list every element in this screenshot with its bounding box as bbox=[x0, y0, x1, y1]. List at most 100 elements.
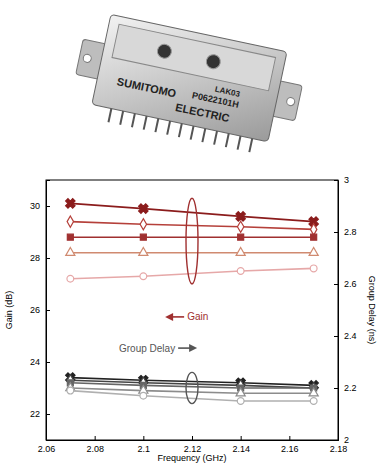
tick-label: 2.8 bbox=[344, 227, 357, 237]
tick-label: 2.6 bbox=[344, 279, 357, 289]
tick-mark bbox=[289, 436, 290, 440]
device-pin bbox=[238, 136, 241, 150]
device-pin bbox=[167, 121, 170, 135]
y-axis: 2224262830 bbox=[30, 181, 50, 441]
marker bbox=[237, 221, 243, 232]
tick-mark bbox=[143, 436, 144, 440]
marker bbox=[63, 196, 77, 210]
series-line bbox=[70, 268, 313, 278]
marker bbox=[309, 248, 318, 256]
device-pin bbox=[202, 128, 205, 142]
marker bbox=[236, 388, 245, 396]
marker bbox=[140, 234, 146, 240]
device-pin bbox=[132, 113, 135, 127]
marker bbox=[139, 248, 148, 256]
series-line bbox=[70, 203, 313, 221]
tick: 28 bbox=[30, 253, 50, 263]
tick: 2.6 bbox=[334, 279, 357, 289]
marker bbox=[140, 392, 147, 399]
tick-label: 30 bbox=[30, 201, 40, 211]
tick: 24 bbox=[30, 357, 50, 367]
axis-line bbox=[334, 181, 339, 441]
device-label: ELECTRIC bbox=[174, 101, 230, 124]
tick-mark bbox=[46, 362, 50, 363]
tick-mark bbox=[241, 436, 242, 440]
tick-label: 2.1 bbox=[138, 444, 151, 454]
series-line bbox=[70, 383, 313, 388]
device-pin bbox=[214, 131, 217, 145]
marker bbox=[67, 234, 73, 240]
device-mount-hole bbox=[286, 97, 295, 106]
bracket bbox=[186, 372, 198, 403]
x-axis-title: Frequency (GHz) bbox=[157, 453, 226, 463]
y2-axis: 2 2.2 2.4 2.6 2.8 3 bbox=[334, 175, 357, 445]
series-line bbox=[70, 252, 313, 254]
marker bbox=[140, 273, 147, 280]
marker bbox=[310, 265, 317, 272]
tick: 2 bbox=[334, 435, 349, 445]
marker bbox=[238, 234, 244, 240]
tick: 26 bbox=[30, 305, 50, 315]
device-pin bbox=[120, 111, 123, 125]
tick: 2.4 bbox=[334, 331, 357, 341]
tick-mark bbox=[46, 414, 50, 415]
device-hole bbox=[156, 43, 173, 60]
plot-frame bbox=[46, 180, 338, 440]
series-line bbox=[70, 236, 313, 238]
tick-label: 2.16 bbox=[281, 444, 299, 454]
tick: 2.2 bbox=[334, 383, 357, 393]
device-pin bbox=[191, 126, 194, 140]
device-photo: LAK03P0622101HSUMITOMOELECTRIC bbox=[67, 10, 308, 160]
marker bbox=[236, 248, 245, 256]
arrow-head bbox=[165, 313, 173, 321]
marker bbox=[67, 387, 74, 394]
tick-label: 28 bbox=[30, 253, 40, 263]
marker bbox=[66, 248, 75, 256]
device-pin bbox=[108, 108, 111, 122]
device-case bbox=[92, 14, 287, 141]
device-pin bbox=[226, 133, 229, 147]
tick-mark bbox=[334, 440, 338, 441]
marker bbox=[237, 398, 244, 405]
tick-label: 2 bbox=[344, 435, 349, 445]
tick: 2.1 bbox=[138, 436, 151, 454]
tick-mark bbox=[95, 436, 96, 440]
marker bbox=[309, 388, 318, 396]
annotation: Gain bbox=[187, 311, 208, 322]
device-body: LAK03P0622101HSUMITOMOELECTRIC bbox=[67, 10, 308, 160]
tick: 30 bbox=[30, 201, 50, 211]
figure: LAK03P0622101HSUMITOMOELECTRIC2.062.082.… bbox=[0, 0, 378, 464]
tick-label: 2.18 bbox=[330, 444, 348, 454]
marker bbox=[237, 268, 244, 275]
tick-label: 2.4 bbox=[344, 331, 357, 341]
tick-mark bbox=[334, 336, 338, 337]
tick: 2.12 bbox=[184, 436, 202, 454]
axis-line bbox=[47, 436, 339, 441]
tick-label: 3 bbox=[344, 175, 349, 185]
tick-mark bbox=[46, 206, 50, 207]
marker bbox=[140, 219, 146, 230]
marker bbox=[136, 202, 150, 216]
axis-line bbox=[47, 181, 51, 441]
tick-mark bbox=[334, 232, 338, 233]
y2-axis-title: Group Delay (ns) bbox=[367, 276, 377, 345]
tick: 2.14 bbox=[232, 436, 250, 454]
tick: 3 bbox=[334, 175, 349, 185]
tick-mark bbox=[334, 180, 338, 181]
series-line bbox=[70, 380, 313, 388]
tick-label: 24 bbox=[30, 357, 40, 367]
device-pin bbox=[144, 116, 147, 130]
x-axis: 2.062.082.12.122.142.162.18 bbox=[38, 436, 348, 454]
tick-label: 2.06 bbox=[38, 444, 56, 454]
series-line bbox=[70, 222, 313, 230]
tick: 2.16 bbox=[281, 436, 299, 454]
tick-mark bbox=[192, 436, 193, 440]
annotations: GainGroup Delay bbox=[119, 198, 208, 403]
tick-mark bbox=[46, 310, 50, 311]
y-axis-title: Gain (dB) bbox=[4, 291, 14, 330]
device-mount-hole bbox=[83, 54, 92, 63]
tick: 2.8 bbox=[334, 227, 357, 237]
device-pin bbox=[249, 138, 252, 152]
marker bbox=[67, 216, 73, 227]
tick-mark bbox=[334, 284, 338, 285]
